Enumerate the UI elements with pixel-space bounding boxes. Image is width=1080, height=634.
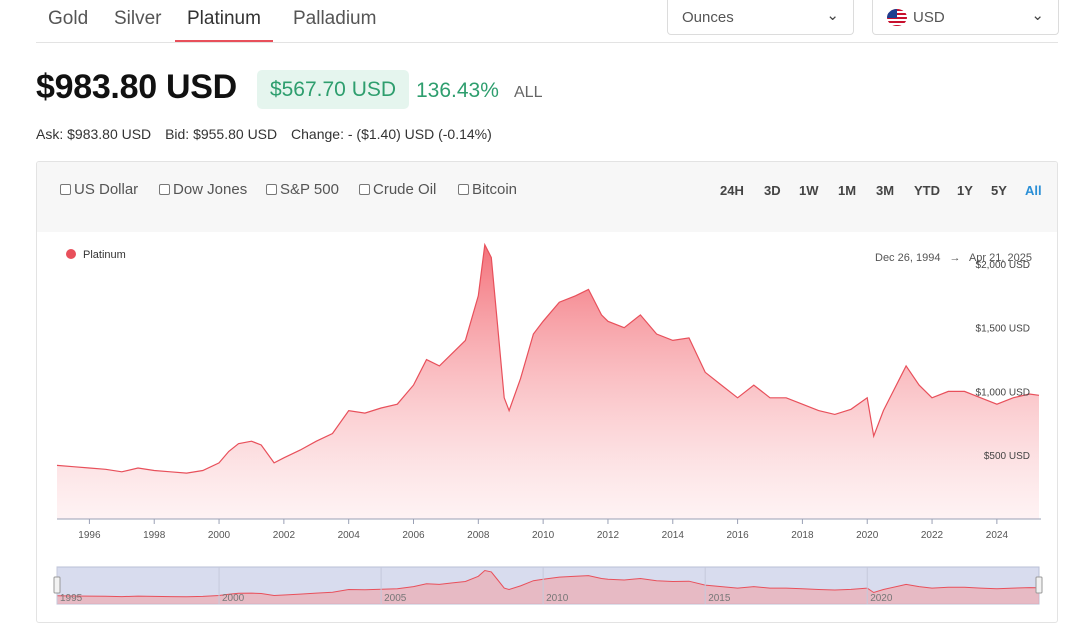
date-range: Dec 26, 1994 → Apr 21, 2025 [875,252,1032,264]
tab-palladium[interactable]: Palladium [293,8,377,29]
range-1m[interactable]: 1M [838,183,857,198]
range-3d[interactable]: 3D [764,183,781,198]
navigator-tick-label: 2015 [708,593,731,604]
y-tick-label: $500 USD [984,451,1030,462]
chevron-down-icon: ⌄ [826,7,839,24]
navigator-tick-label: 2020 [870,593,893,604]
x-tick-label: 2012 [597,530,620,541]
date-range-start: Dec 26, 1994 [875,252,940,264]
tab-gold[interactable]: Gold [48,8,89,29]
y-tick-label: $2,000 USD [976,260,1030,271]
unit-select[interactable]: Ounces ⌄ [667,0,854,35]
x-tick-label: 1998 [143,530,166,541]
x-tick-label: 2010 [532,530,555,541]
bid-price: Bid: $955.80 USD [165,126,278,142]
range-24h[interactable]: 24H [720,183,744,198]
navigator-tick-label: 2005 [384,593,407,604]
x-tick-label: 2006 [402,530,425,541]
navigator-handle-right[interactable] [1035,576,1043,594]
price-stats: Ask: $983.80 USD Bid: $955.80 USD Change… [36,126,502,142]
checkbox-icon [266,184,277,195]
change-percent: 136.43% [416,79,499,102]
metal-tabs: Gold Silver Platinum Palladium [36,0,1058,43]
x-tick-label: 2022 [921,530,944,541]
compare-crude-oil[interactable]: Crude Oil [359,181,436,198]
x-tick-label: 1996 [78,530,101,541]
date-range-arrow: → [950,252,961,264]
y-tick-label: $1,500 USD [976,324,1030,335]
x-tick-label: 2020 [856,530,879,541]
date-range-end: Apr 21, 2025 [969,252,1032,264]
change-range-label: ALL [514,84,543,101]
checkbox-icon [359,184,370,195]
checkbox-icon [458,184,469,195]
navigator-handle-left[interactable] [53,576,61,594]
checkbox-icon [159,184,170,195]
x-tick-label: 2002 [273,530,296,541]
compare-sp500[interactable]: S&P 500 [266,181,339,198]
x-tick-label: 2014 [662,530,685,541]
current-price: $983.80 USD [36,68,237,106]
compare-dow-jones[interactable]: Dow Jones [159,181,247,198]
chart-toolbar: US Dollar Dow Jones S&P 500 Crude Oil Bi… [37,162,1057,232]
compare-bitcoin[interactable]: Bitcoin [458,181,517,198]
daily-change: Change: - ($1.40) USD (-0.14%) [291,126,492,142]
tab-platinum[interactable]: Platinum [175,8,273,42]
chevron-down-icon: ⌄ [1031,7,1044,24]
price-chart[interactable]: Platinum Dec 26, 1994 → Apr 21, 2025 $50… [37,162,1057,622]
legend-marker [66,249,76,259]
checkbox-icon [60,184,71,195]
range-all[interactable]: All [1025,183,1042,198]
x-tick-label: 2024 [986,530,1009,541]
compare-label: Bitcoin [472,181,518,198]
navigator-area [57,570,1039,604]
tab-silver[interactable]: Silver [114,8,162,29]
navigator-tick-label: 1995 [60,593,83,604]
range-1w[interactable]: 1W [799,183,819,198]
currency-select[interactable]: USD ⌄ [872,0,1059,35]
currency-select-value: USD [913,9,945,26]
range-5y[interactable]: 5Y [991,183,1007,198]
us-flag-icon [887,9,907,26]
compare-label: US Dollar [74,181,139,198]
x-tick-label: 2016 [726,530,749,541]
x-tick-label: 2018 [791,530,814,541]
change-amount-badge: $567.70 USD [257,70,409,109]
x-tick-label: 2008 [467,530,490,541]
compare-us-dollar[interactable]: US Dollar [60,181,138,198]
unit-select-value: Ounces [682,9,734,26]
legend-label: Platinum [83,249,126,261]
range-1y[interactable]: 1Y [957,183,973,198]
compare-label: S&P 500 [280,181,339,198]
x-tick-label: 2000 [208,530,231,541]
navigator-tick-label: 2000 [222,593,245,604]
platinum-line [56,242,1040,474]
compare-label: Dow Jones [173,181,248,198]
navigator-tick-label: 2010 [546,593,569,604]
ask-price: Ask: $983.80 USD [36,126,152,142]
range-3m[interactable]: 3M [876,183,895,198]
y-tick-label: $1,000 USD [976,387,1030,398]
compare-label: Crude Oil [373,181,437,198]
x-tick-label: 2004 [338,530,361,541]
range-ytd[interactable]: YTD [914,183,940,198]
navigator-line [56,569,1040,598]
platinum-area [57,244,1039,520]
chart-panel: US Dollar Dow Jones S&P 500 Crude Oil Bi… [36,161,1058,623]
